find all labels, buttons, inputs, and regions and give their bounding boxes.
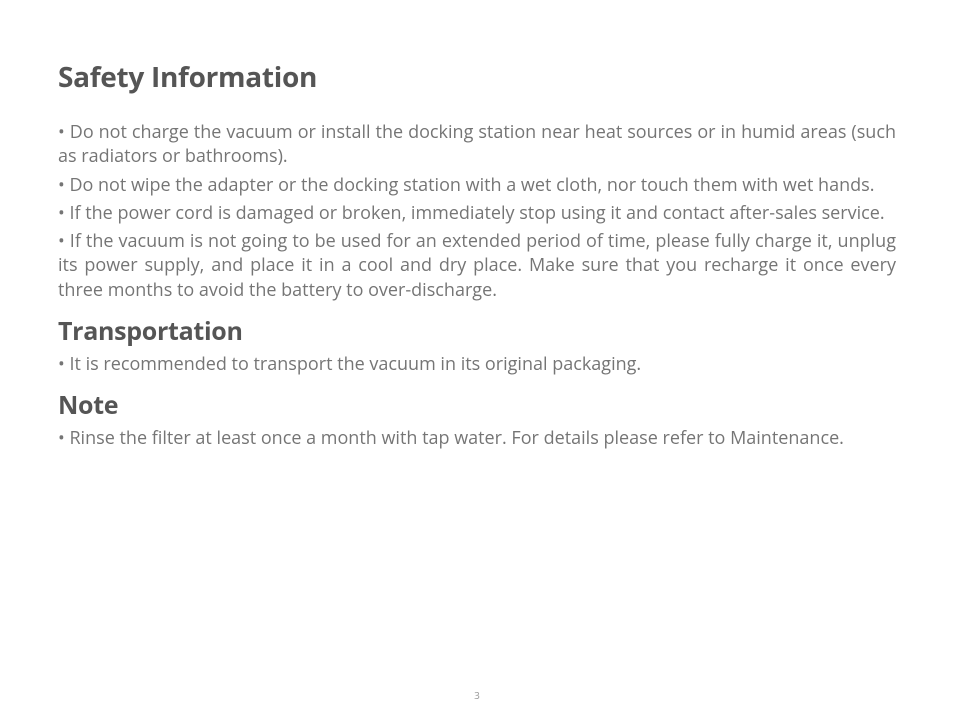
note-heading: Note	[58, 388, 896, 422]
transportation-bullet: • It is recommended to transport the vac…	[58, 352, 896, 376]
safety-bullet: • If the power cord is damaged or broken…	[58, 201, 896, 225]
page-number: 3	[474, 688, 480, 702]
safety-bullet: • Do not wipe the adapter or the docking…	[58, 173, 896, 197]
note-bullet: • Rinse the filter at least once a month…	[58, 426, 896, 450]
safety-bullet: • If the vacuum is not going to be used …	[58, 229, 896, 302]
safety-bullet: • Do not charge the vacuum or install th…	[58, 120, 896, 169]
transportation-heading: Transportation	[58, 314, 896, 348]
main-heading: Safety Information	[58, 58, 896, 96]
